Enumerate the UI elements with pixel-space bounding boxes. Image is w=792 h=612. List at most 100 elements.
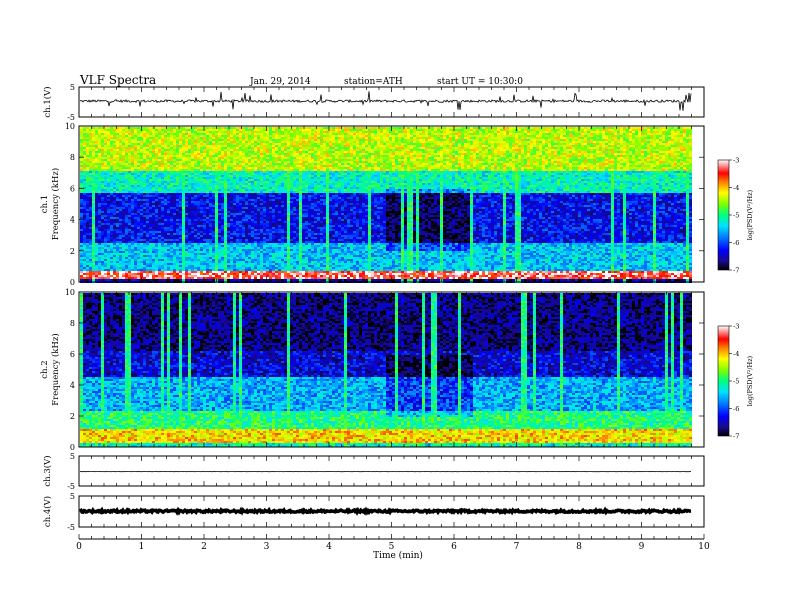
spectrogram-cell: [86, 155, 89, 157]
spectrogram-cell: [182, 147, 185, 149]
spectrogram-cell: [92, 207, 95, 209]
spectrogram-cell: [128, 217, 131, 219]
spectrogram-cell: [131, 185, 134, 187]
spectrogram-cell: [134, 217, 137, 219]
spectrogram-cell: [107, 239, 110, 241]
spectrogram-cell: [149, 257, 152, 259]
spectrogram-cell: [143, 223, 146, 225]
spectrogram-cell: [131, 161, 134, 163]
spectrogram-cell: [257, 247, 260, 249]
spectrogram-cell: [104, 163, 107, 165]
spectrogram-cell: [170, 137, 173, 139]
spectrogram-cell: [203, 181, 206, 183]
spectrogram-cell: [239, 229, 242, 231]
spectrogram-cell: [203, 245, 206, 247]
spectrogram-cell: [161, 269, 164, 271]
spectrogram-cell: [140, 203, 143, 205]
spectrogram-cell: [248, 145, 251, 147]
spectrogram-cell: [89, 187, 92, 189]
spectrogram-cell: [251, 127, 254, 129]
spectrogram-cell: [242, 227, 245, 229]
spectrogram-cell: [89, 139, 92, 141]
spectrogram-cell: [125, 195, 128, 197]
spectrogram-cell: [260, 179, 263, 181]
spectrogram-cell: [200, 229, 203, 231]
spectrogram-cell: [134, 151, 137, 153]
spectrogram-cell: [131, 273, 134, 275]
spectrogram-cell: [266, 143, 269, 145]
spectrogram-cell: [230, 235, 233, 237]
spectrogram-cell: [137, 163, 140, 165]
spectrogram-cell: [101, 261, 104, 263]
spectrogram-cell: [224, 213, 227, 215]
spectrogram-cell: [173, 151, 176, 153]
spectrogram-cell: [167, 211, 170, 213]
spectrogram-cell: [209, 253, 212, 255]
spectrogram-cell: [203, 165, 206, 167]
spectrogram-cell: [239, 271, 242, 273]
spectrogram-cell: [191, 191, 194, 193]
spectrogram-cell: [251, 267, 254, 269]
spectrogram-cell: [137, 161, 140, 163]
spectrogram-cell: [188, 265, 191, 267]
spectrogram-cell: [86, 167, 89, 169]
spectrogram-cell: [95, 173, 98, 175]
spectrogram-cell: [170, 215, 173, 217]
spectrogram-cell: [257, 177, 260, 179]
spectrogram-cell: [158, 267, 161, 269]
spectrogram-cell: [110, 223, 113, 225]
spectrogram-cell: [251, 275, 254, 277]
spectrogram-cell: [245, 229, 248, 231]
spectrogram-cell: [104, 147, 107, 149]
spectrogram-cell: [197, 267, 200, 269]
spectrogram-cell: [254, 237, 257, 239]
spectrogram-cell: [266, 201, 269, 203]
spectrogram-cell: [164, 139, 167, 141]
spectrogram-cell: [143, 213, 146, 215]
spectrogram-cell: [80, 227, 83, 229]
spectrogram-cell: [230, 199, 233, 201]
spectrogram-cell: [239, 129, 242, 131]
spectrogram-cell: [161, 189, 164, 191]
spectrogram-cell: [173, 173, 176, 175]
spectrogram-cell: [125, 251, 128, 253]
spectrogram-cell: [203, 191, 206, 193]
spectrogram-cell: [185, 155, 188, 157]
spectrogram-cell: [146, 135, 149, 137]
spectrogram-cell: [206, 263, 209, 265]
spectrogram-cell: [146, 223, 149, 225]
spectrogram-cell: [239, 251, 242, 253]
spectrogram-cell: [92, 163, 95, 165]
spectrogram-cell: [134, 133, 137, 135]
spectrogram-cell: [80, 155, 83, 157]
spectrogram-cell: [251, 155, 254, 157]
spectrogram-cell: [227, 261, 230, 263]
spectrogram-cell: [143, 275, 146, 277]
spectrogram-cell: [158, 211, 161, 213]
spectrogram-cell: [128, 183, 131, 185]
spectrogram-cell: [188, 207, 191, 209]
spectrogram-cell: [239, 215, 242, 217]
spectrogram-cell: [200, 141, 203, 143]
spectrogram-cell: [92, 187, 95, 189]
spectrogram-cell: [248, 171, 251, 173]
spectrogram-cell: [203, 141, 206, 143]
spectrogram-cell: [128, 271, 131, 273]
spectrogram-cell: [83, 175, 86, 177]
spectrogram-cell: [179, 139, 182, 141]
spectrogram-cell: [263, 225, 266, 227]
spectrogram-cell: [125, 203, 128, 205]
spectrogram-cell: [173, 251, 176, 253]
spectrogram-cell: [89, 277, 92, 279]
spectrogram-cell: [224, 275, 227, 277]
spectrogram-cell: [221, 155, 224, 157]
spectrogram-cell: [221, 173, 224, 175]
spectrogram-cell: [236, 239, 239, 241]
spectrogram-cell: [173, 279, 176, 281]
spectrogram-cell: [149, 207, 152, 209]
spectrogram-cell: [233, 239, 236, 241]
spectrogram-cell: [224, 253, 227, 255]
spectrogram-cell: [164, 223, 167, 225]
spectrogram-cell: [119, 277, 122, 279]
spectrogram-cell: [140, 221, 143, 223]
